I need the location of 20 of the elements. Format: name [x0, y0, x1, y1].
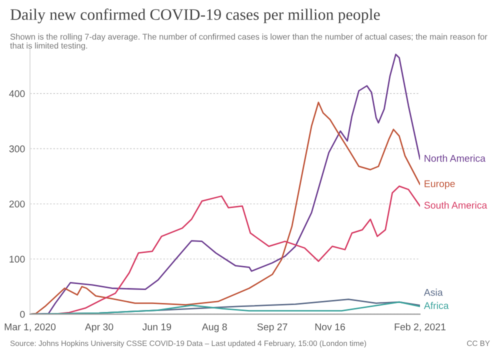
x-tick-label: Sep 27: [257, 323, 288, 332]
y-tick-label: 100: [10, 256, 25, 263]
series-label: North America: [424, 154, 486, 162]
line-series: [30, 102, 420, 314]
series-label: Europe: [424, 180, 455, 190]
y-tick-label: 200: [9, 200, 25, 208]
chart-title: Daily new confirmed COVID-19 cases per million people: [10, 8, 380, 24]
y-tick-label: 300: [9, 145, 25, 152]
chart-subtitle: Shown is the rolling 7-day average. The number of confirmed cases is lower than the number of actual cases; the main reason for that is limited testing.: [10, 34, 488, 50]
series-label: Asia: [424, 288, 443, 296]
x-tick-label: Jun 19: [142, 323, 172, 330]
series-label: Africa: [424, 302, 449, 310]
x-tick-label: Feb 2, 2021: [394, 323, 446, 332]
y-tick-label: 400: [9, 90, 25, 98]
series-label: South America: [424, 202, 488, 209]
y-tick-label: 0: [20, 310, 25, 318]
x-tick-label: Nov 16: [315, 323, 345, 330]
x-tick-label: Apr 30: [84, 323, 114, 332]
x-tick-label: Aug 8: [202, 323, 227, 332]
x-tick-label: Mar 1, 2020: [4, 323, 56, 332]
